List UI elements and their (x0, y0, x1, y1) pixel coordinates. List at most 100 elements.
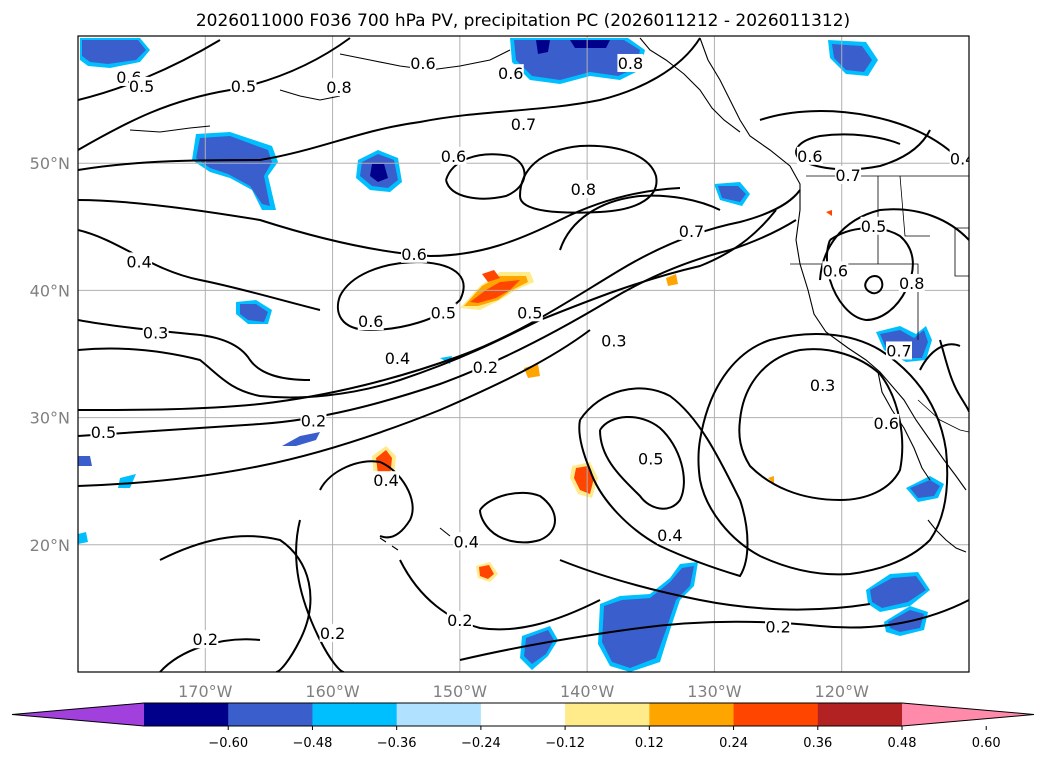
borders (790, 175, 969, 433)
contour-label: 0.8 (898, 274, 925, 293)
svg-text:0.6: 0.6 (410, 54, 435, 73)
contour-label: 0.2 (446, 611, 473, 630)
lon-tick-label: 130°W (687, 682, 742, 701)
contour-label: 0.2 (300, 411, 327, 430)
contour-label: 0.5 (516, 303, 543, 322)
colorbar-segment (396, 703, 482, 726)
contour-label: 0.4 (949, 149, 975, 168)
contour-label: 0.3 (600, 331, 627, 350)
svg-text:0.2: 0.2 (473, 358, 498, 377)
contour-label: 0.5 (860, 216, 887, 236)
svg-text:0.4: 0.4 (373, 471, 398, 490)
colorbar-arrow-low (12, 703, 144, 726)
contour-label: 0.2 (192, 630, 219, 649)
contour-label: 0.6 (873, 413, 900, 433)
colorbar-segment (649, 703, 735, 726)
svg-text:0.2: 0.2 (301, 411, 326, 430)
lon-tick-label: 170°W (178, 682, 233, 701)
lat-tick-label: 30°N (30, 409, 70, 428)
svg-text:0.8: 0.8 (618, 54, 643, 73)
colorbar-tick-label: −0.12 (545, 736, 585, 751)
colorbar-segment (565, 703, 650, 726)
svg-text:0.5: 0.5 (91, 423, 116, 442)
contour-label: 0.8 (617, 53, 644, 73)
lat-tick-label: 40°N (30, 281, 70, 300)
lat-tick-label: 50°N (30, 154, 70, 173)
svg-text:0.5: 0.5 (231, 77, 256, 96)
contour-label: 0.4 (656, 525, 683, 545)
contour-label: 0.5 (637, 449, 664, 469)
svg-text:0.2: 0.2 (765, 617, 790, 636)
pv-contours (78, 37, 969, 672)
colorbar-tick-label: 0.60 (972, 736, 1001, 751)
svg-text:0.6: 0.6 (823, 261, 848, 280)
svg-text:0.6: 0.6 (498, 64, 523, 83)
lat-axis-labels: 20°N 30°N 40°N 50°N (30, 154, 70, 555)
contour-labels: 0.60.50.80.50.60.60.80.70.60.80.70.60.40… (90, 53, 975, 649)
svg-text:0.7: 0.7 (511, 115, 536, 134)
contour-label: 0.3 (809, 375, 836, 395)
lon-tick-label: 140°W (560, 682, 615, 701)
svg-text:0.4: 0.4 (385, 349, 410, 368)
contour-label: 0.5 (90, 422, 117, 442)
colorbar-tick-label: 0.48 (888, 736, 917, 751)
colorbar-segment (733, 703, 819, 726)
contour-label: 0.3 (142, 323, 169, 343)
contour-label: 0.7 (678, 221, 705, 241)
svg-text:0.2: 0.2 (447, 611, 472, 630)
svg-text:0.4: 0.4 (453, 532, 478, 551)
colorbar-tick-label: 0.12 (635, 736, 664, 751)
contour-label: 0.4 (126, 252, 153, 271)
map-title: 2026011000 F036 700 hPa PV, precipitatio… (196, 11, 850, 31)
lon-axis-labels: 170°W 160°W 150°W 140°W 130°W 120°W (178, 682, 869, 701)
svg-text:0.2: 0.2 (320, 624, 345, 643)
svg-text:0.3: 0.3 (601, 331, 626, 350)
map-frame (77, 35, 970, 673)
gridlines (78, 36, 969, 672)
svg-text:0.6: 0.6 (797, 147, 822, 166)
contour-label: 0.6 (440, 146, 467, 166)
colorbar: −0.60 −0.48 −0.36 −0.24 −0.12 0.12 0.24 0.36 0.4… (11, 702, 1035, 751)
svg-text:0.7: 0.7 (886, 341, 911, 360)
contour-label: 0.4 (384, 349, 411, 368)
colorbar-tick-label: −0.24 (461, 736, 501, 751)
svg-text:0.7: 0.7 (679, 222, 704, 241)
colorbar-segment (228, 703, 313, 726)
lon-tick-label: 120°W (815, 682, 870, 701)
svg-text:0.8: 0.8 (899, 274, 924, 293)
svg-text:0.6: 0.6 (401, 245, 426, 264)
contour-label: 0.2 (319, 623, 346, 643)
contour-label: 0.6 (497, 64, 524, 83)
contour-label: 0.5 (128, 76, 155, 96)
contour-label: 0.2 (765, 617, 792, 636)
colorbar-tick-label: −0.36 (377, 736, 417, 751)
contour-label: 0.6 (796, 146, 823, 166)
contour-label: 0.7 (835, 165, 862, 185)
colorbar-segment (480, 703, 566, 726)
colorbar-tick-label: −0.60 (208, 736, 248, 751)
contour-label: 0.7 (510, 115, 537, 134)
lon-tick-label: 150°W (433, 682, 488, 701)
map-area: 0.60.50.80.50.60.60.80.70.60.80.70.60.40… (78, 36, 975, 672)
svg-text:0.2: 0.2 (193, 630, 218, 649)
svg-text:0.5: 0.5 (129, 77, 154, 96)
lon-tick-label: 160°W (305, 682, 360, 701)
svg-text:0.4: 0.4 (126, 252, 151, 271)
contour-label: 0.6 (409, 53, 436, 73)
svg-text:0.3: 0.3 (810, 376, 835, 395)
svg-text:0.4: 0.4 (950, 149, 975, 168)
contour-label: 0.4 (453, 532, 480, 551)
svg-text:0.7: 0.7 (835, 166, 860, 185)
contour-label: 0.2 (472, 357, 499, 377)
contour-label: 0.4 (373, 471, 400, 490)
svg-text:0.4: 0.4 (657, 526, 682, 545)
svg-text:0.6: 0.6 (358, 312, 383, 331)
contour-label: 0.6 (357, 312, 384, 331)
svg-text:0.3: 0.3 (143, 324, 168, 343)
svg-text:0.5: 0.5 (517, 303, 542, 322)
svg-text:0.5: 0.5 (861, 217, 886, 236)
contour-label: 0.8 (325, 78, 352, 97)
colorbar-arrow-high (902, 703, 1034, 726)
contour-label: 0.5 (230, 76, 257, 96)
